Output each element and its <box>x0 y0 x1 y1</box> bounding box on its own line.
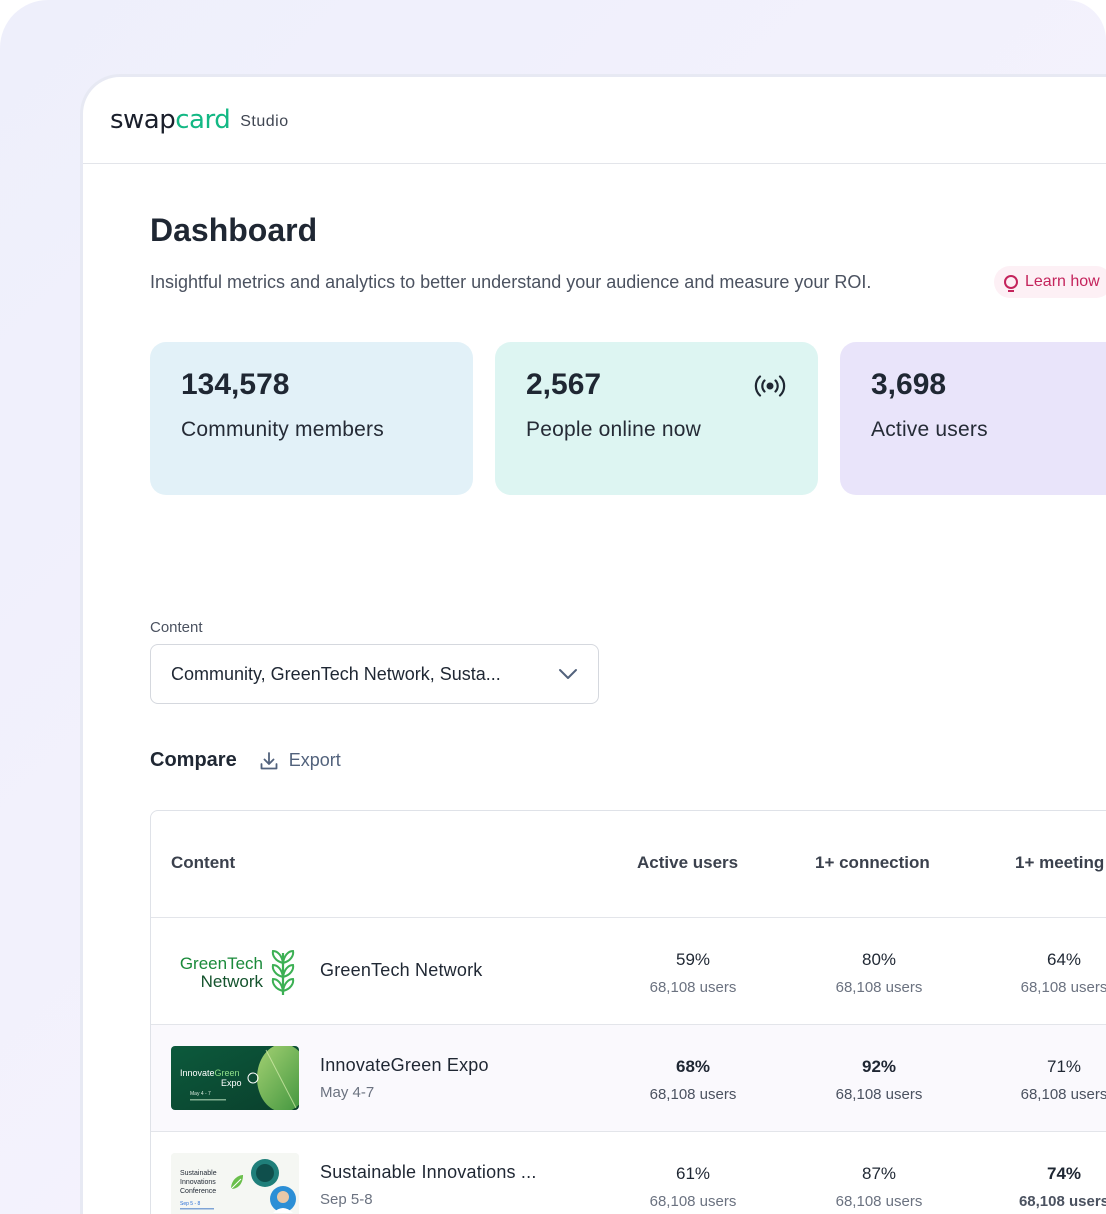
metric-percent: 80% <box>861 950 897 969</box>
stat-card-community-members: 134,578 Community members <box>150 342 473 495</box>
sustainable-innovations-thumbnail: Sustainable Innovations Conference Sep 5… <box>171 1153 299 1214</box>
metric-users: 68,108 users <box>835 979 923 996</box>
stat-value: 2,567 <box>526 368 602 401</box>
innovategreen-expo-thumbnail: InnovateGreen Expo May 4 - 7 <box>171 1046 299 1110</box>
metric-percent: 61% <box>675 1164 711 1183</box>
broadcast-icon <box>754 375 786 397</box>
content-filter-label: Content <box>150 619 203 636</box>
metric-percent: 74% <box>1046 1164 1082 1183</box>
stat-value: 134,578 <box>181 368 290 401</box>
swapcard-studio-logo[interactable]: swapcard Studio <box>110 107 289 133</box>
page-subtitle: Insightful metrics and analytics to bett… <box>150 272 872 292</box>
column-header-active-users[interactable]: Active users <box>637 853 739 872</box>
stat-card-active-users: 3,698 Active users <box>840 342 1106 495</box>
chevron-down-icon <box>559 669 577 679</box>
svg-text:Network: Network <box>201 972 264 991</box>
svg-text:Conference: Conference <box>180 1188 216 1195</box>
learn-how-button[interactable]: Learn how <box>994 266 1106 298</box>
metric-percent: 71% <box>1046 1057 1082 1076</box>
metric-connection: 87% 68,108 users <box>799 1164 959 1210</box>
svg-text:Sustainable: Sustainable <box>180 1170 217 1177</box>
metric-active-users: 61% 68,108 users <box>613 1164 773 1210</box>
stat-label: Active users <box>871 418 988 441</box>
metric-meeting: 74% 68,108 users <box>984 1164 1106 1210</box>
stat-card-people-online: 2,567 People online now <box>495 342 818 495</box>
compare-title: Compare <box>150 749 237 771</box>
top-bar: swapcard Studio <box>83 77 1106 164</box>
export-label: Export <box>288 750 341 770</box>
stat-label: People online now <box>526 418 702 441</box>
column-header-connection[interactable]: 1+ connection <box>815 853 930 872</box>
greentech-network-logo: GreenTech Network <box>171 939 299 1003</box>
table-row[interactable]: GreenTech Network GreenTech Network 59% <box>151 918 1106 1025</box>
metric-percent: 59% <box>675 950 711 969</box>
metric-percent: 87% <box>861 1164 897 1183</box>
download-icon <box>260 751 278 769</box>
svg-text:Expo: Expo <box>221 1078 242 1088</box>
svg-text:InnovateGreen: InnovateGreen <box>180 1068 240 1078</box>
row-title[interactable]: InnovateGreen Expo <box>320 1055 489 1075</box>
export-button[interactable]: Export <box>259 750 341 771</box>
stat-value: 3,698 <box>871 368 947 401</box>
metric-percent: 68% <box>675 1057 711 1076</box>
metric-users: 68,108 users <box>1018 1193 1106 1210</box>
row-title[interactable]: Sustainable Innovations ... <box>320 1162 537 1182</box>
metric-percent: 92% <box>861 1057 897 1076</box>
lightbulb-icon <box>1004 275 1018 292</box>
metric-users: 68,108 users <box>835 1086 923 1103</box>
stat-cards: 134,578 Community members 2,567 People o… <box>150 342 1106 495</box>
row-date: May 4-7 <box>320 1084 375 1101</box>
metric-meeting: 64% 68,108 users <box>984 950 1106 996</box>
metric-connection: 92% 68,108 users <box>799 1057 959 1103</box>
column-header-content[interactable]: Content <box>171 853 236 872</box>
metric-connection: 80% 68,108 users <box>799 950 959 996</box>
svg-text:GreenTech: GreenTech <box>180 954 263 973</box>
page-title: Dashboard <box>150 212 318 248</box>
stat-label: Community members <box>181 418 384 441</box>
metric-percent: 64% <box>1046 950 1082 969</box>
row-date: Sep 5-8 <box>320 1191 373 1208</box>
table-row[interactable]: Sustainable Innovations Conference Sep 5… <box>151 1132 1106 1214</box>
logo-wordmark: swapcard <box>110 105 231 135</box>
content-select-value: Community, GreenTech Network, Susta... <box>171 663 501 684</box>
metric-active-users: 59% 68,108 users <box>613 950 773 996</box>
metric-users: 68,108 users <box>1020 979 1106 996</box>
metric-users: 68,108 users <box>649 979 737 996</box>
app-window: swapcard Studio Dashboard Insightful met… <box>80 74 1106 1214</box>
svg-text:Innovations: Innovations <box>180 1179 216 1186</box>
table-header: Content Active users 1+ connection 1+ me… <box>151 811 1106 918</box>
compare-table: Content Active users 1+ connection 1+ me… <box>150 810 1106 1214</box>
content-select[interactable]: Community, GreenTech Network, Susta... <box>150 644 599 704</box>
metric-users: 68,108 users <box>1020 1086 1106 1103</box>
metric-meeting: 71% 68,108 users <box>984 1057 1106 1103</box>
column-header-meeting[interactable]: 1+ meeting <box>1015 853 1105 872</box>
metric-users: 68,108 users <box>835 1193 923 1210</box>
svg-text:Sep 5 - 8: Sep 5 - 8 <box>180 1201 201 1207</box>
metric-active-users: 68% 68,108 users <box>613 1057 773 1103</box>
compare-header: Compare Export <box>150 749 341 772</box>
svg-text:May 4 - 7: May 4 - 7 <box>190 1091 211 1097</box>
logo-studio-label: Studio <box>240 113 289 130</box>
row-title[interactable]: GreenTech Network <box>320 960 483 980</box>
learn-how-label: Learn how <box>1025 273 1100 290</box>
metric-users: 68,108 users <box>649 1193 737 1210</box>
metric-users: 68,108 users <box>649 1086 737 1103</box>
table-row[interactable]: InnovateGreen Expo May 4 - 7 InnovateGre… <box>151 1025 1106 1132</box>
